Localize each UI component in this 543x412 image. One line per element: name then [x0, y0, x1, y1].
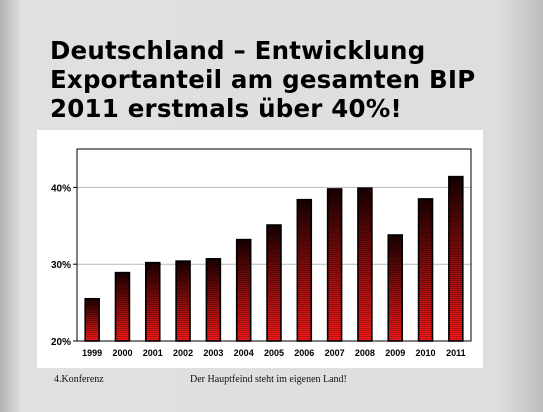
bar-texture [145, 262, 160, 341]
bar-texture [297, 199, 312, 341]
bar-outline [144, 261, 161, 342]
bar-texture [85, 298, 100, 341]
bar [84, 297, 100, 342]
bar-outline [326, 188, 343, 342]
y-tick-label: 40% [51, 183, 71, 194]
bar [205, 258, 222, 342]
x-tick-label: 2005 [264, 348, 284, 358]
bar-texture [115, 272, 130, 341]
bar [417, 198, 434, 342]
x-tick-label: 2010 [416, 348, 436, 358]
bar-texture [327, 188, 342, 341]
x-tick-label: 2011 [446, 348, 466, 358]
bar [114, 271, 131, 342]
bar-outline [235, 238, 252, 342]
title-line-2: Exportanteil am gesamten BIP [50, 65, 476, 94]
y-tick-label: 30% [51, 260, 71, 271]
y-tick-labels: 20% 30% 40% [51, 183, 71, 348]
bar [235, 238, 252, 342]
x-tick-labels: 1999 2000 2001 2002 2003 2004 2005 2006 2007 2008… [82, 348, 465, 358]
bar-outline [357, 187, 373, 342]
bar-texture [418, 198, 433, 341]
bar-texture [176, 261, 191, 341]
bar [175, 260, 191, 342]
title-line-3: 2011 erstmals über 40%! [50, 94, 402, 123]
bar-texture [206, 258, 221, 341]
bar [357, 187, 373, 342]
bar [296, 198, 313, 342]
x-tick-label: 2006 [294, 348, 314, 358]
x-tick-label: 2003 [203, 348, 223, 358]
x-tick-label: 2009 [385, 348, 405, 358]
bar-outline [417, 198, 434, 342]
x-tick-label: 2004 [234, 348, 254, 358]
bars [84, 175, 464, 342]
bar-outline [387, 234, 404, 342]
bar-outline [114, 271, 131, 342]
bar [326, 188, 343, 342]
x-tick-label: 2007 [325, 348, 345, 358]
bar-outline [448, 175, 464, 342]
bar [387, 234, 404, 342]
bar [266, 224, 282, 342]
x-tick-label: 2001 [143, 348, 163, 358]
bar-texture [448, 176, 463, 341]
bar-outline [175, 260, 191, 342]
export-share-bar-chart: 20% 30% 40% 1999 2000 2001 2002 2003 2004 2005 20… [51, 148, 472, 358]
bar-outline [84, 297, 100, 342]
y-tick-label: 20% [51, 337, 71, 348]
footer-conference: 4.Konferenz [54, 374, 104, 385]
bar-texture [357, 188, 372, 341]
slide-title: Deutschland – Entwicklung Exportanteil a… [50, 36, 520, 123]
bar-outline [205, 258, 222, 342]
bar [144, 261, 161, 342]
bar-outline [296, 198, 313, 342]
chart-panel: 20% 30% 40% 1999 2000 2001 2002 2003 2004 2005 20… [37, 130, 483, 368]
x-tick-label: 2000 [112, 348, 132, 358]
bar-outline [266, 224, 282, 342]
bar-texture [267, 225, 281, 341]
bar [448, 175, 464, 342]
bar-texture [388, 235, 403, 341]
bar-texture [236, 239, 251, 341]
x-tick-label: 1999 [82, 348, 102, 358]
x-tick-label: 2008 [355, 348, 375, 358]
footer-slogan: Der Hauptfeind steht im eigenen Land! [190, 374, 347, 385]
title-line-1: Deutschland – Entwicklung [50, 36, 426, 65]
x-tick-label: 2002 [173, 348, 193, 358]
